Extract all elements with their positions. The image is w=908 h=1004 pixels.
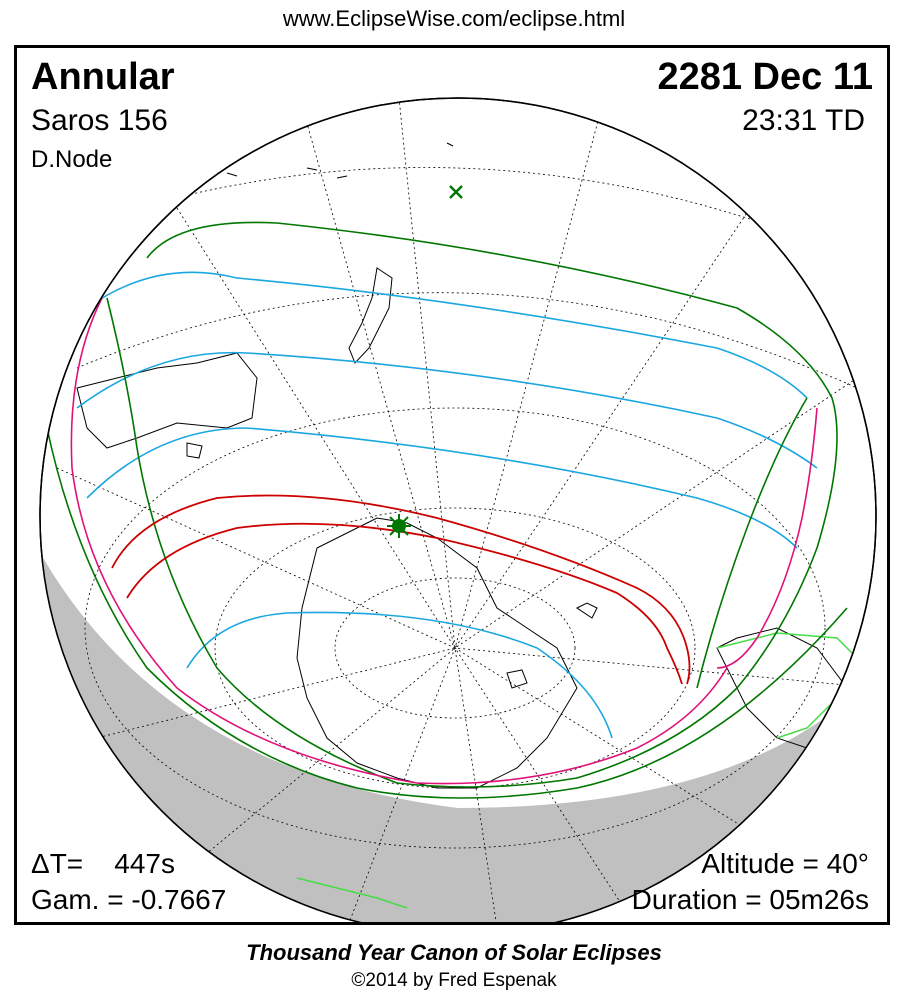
small-island	[506, 669, 528, 689]
rise-set-curves	[70, 297, 818, 785]
central-path-north-limit	[111, 494, 691, 685]
magnitude-line-1	[86, 271, 808, 399]
penumbra-west-limit	[106, 297, 398, 784]
eclipse-type: Annular	[31, 56, 175, 98]
night-shadow-region	[40, 508, 876, 922]
page-url: www.EclipseWise.com/eclipse.html	[282, 6, 626, 31]
subsolar-point-marker	[449, 185, 463, 199]
south-georgia-coast	[576, 602, 598, 619]
new-zealand-coast	[348, 267, 393, 364]
penumbra-north-limit	[146, 221, 838, 788]
delta-t: ΔT= 447s	[31, 848, 175, 879]
greatest-eclipse-marker	[387, 514, 411, 538]
magnitude-lines	[76, 271, 818, 739]
magnitude-line-2	[76, 351, 818, 469]
tasmania-coast	[186, 442, 203, 459]
node-label: D.Node	[31, 146, 113, 173]
altitude-value: Altitude = 40°	[701, 848, 869, 879]
penumbra-east-inner	[696, 397, 808, 689]
set-curve	[716, 407, 818, 669]
eclipse-map-frame: Annular 2281 Dec 11 Saros 156 23:31 TD D…	[14, 45, 890, 925]
central-path-south-limit	[126, 522, 683, 685]
copyright-credit: ©2014 by Fred Espenak	[351, 970, 557, 991]
graticule	[56, 98, 876, 922]
magnitude-line-3	[86, 427, 798, 549]
globe-map	[39, 97, 877, 922]
gamma-value: Gam. = -0.7667	[31, 884, 227, 915]
land-highlight-south	[296, 877, 408, 909]
magnitude-line-4	[186, 611, 613, 739]
saros-number: Saros 156	[31, 104, 168, 137]
australia-coast	[76, 352, 258, 449]
rise-curve	[70, 297, 728, 785]
eclipse-time: 23:31 TD	[742, 104, 865, 137]
canon-title: Thousand Year Canon of Solar Eclipses	[246, 940, 662, 965]
antarctica-coast	[296, 517, 578, 789]
duration-value: Duration = 05m26s	[631, 884, 869, 915]
central-path	[111, 494, 691, 685]
penumbra-limits	[46, 221, 848, 799]
penumbra-south-limit	[46, 427, 848, 799]
islands-north	[226, 142, 454, 179]
eclipse-date: 2281 Dec 11	[657, 56, 873, 98]
